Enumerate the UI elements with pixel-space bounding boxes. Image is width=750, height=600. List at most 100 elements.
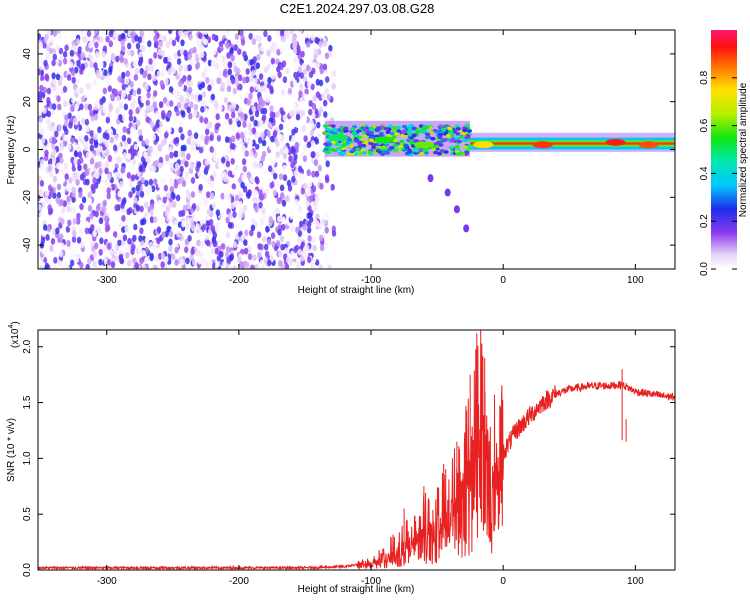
colorbar-ticks: 0.0 0.2 0.4 0.6 0.8 bbox=[699, 70, 737, 276]
heatmap-speckle bbox=[116, 233, 122, 241]
heatmap-band-blob bbox=[447, 126, 453, 131]
heatmap-speckle bbox=[63, 134, 68, 142]
heatmap-speckle bbox=[46, 87, 52, 95]
heatmap-speckle bbox=[289, 110, 294, 117]
heatmap-speckle bbox=[124, 78, 130, 85]
heatmap-speckle bbox=[276, 65, 281, 73]
heatmap-speckle bbox=[96, 72, 101, 80]
heatmap-band-blob bbox=[366, 130, 372, 135]
heatmap-speckle bbox=[85, 263, 90, 269]
heatmap-speckle bbox=[248, 32, 253, 40]
heatmap-speckle bbox=[273, 172, 278, 180]
heatmap-speckle bbox=[106, 243, 112, 250]
heatmap-band-blob bbox=[425, 132, 431, 137]
heatmap-speckle bbox=[205, 100, 210, 107]
heatmap-speckle bbox=[98, 103, 104, 111]
heatmap-speckle bbox=[226, 85, 232, 93]
heatmap-speckle bbox=[182, 204, 188, 212]
heatmap-speckle bbox=[71, 174, 77, 182]
heatmap-speckle bbox=[167, 55, 172, 63]
heatmap-speckle bbox=[242, 165, 247, 173]
heatmap-speckle bbox=[121, 90, 127, 98]
heatmap-band-blob bbox=[413, 139, 419, 143]
heatmap-speckle bbox=[266, 130, 271, 137]
heatmap-speckle bbox=[227, 212, 233, 220]
heatmap-speckle bbox=[231, 168, 237, 176]
heatmap-speckle bbox=[204, 135, 209, 143]
heatmap-speckle bbox=[318, 264, 324, 269]
heatmap-speckle bbox=[171, 253, 176, 261]
heatmap-speckle bbox=[276, 197, 281, 205]
heatmap-speckle bbox=[258, 96, 263, 103]
heatmap-speckle bbox=[103, 244, 108, 252]
heatmap-speckle bbox=[194, 53, 200, 60]
heatmap-speckle bbox=[233, 200, 238, 208]
heatmap-speckle bbox=[111, 236, 116, 243]
heatmap-speckle bbox=[226, 199, 232, 207]
heatmap-speckle bbox=[222, 61, 228, 68]
heatmap-speckle bbox=[153, 35, 158, 43]
heatmap-speckle bbox=[292, 103, 298, 111]
heatmap-speckle bbox=[237, 74, 243, 82]
heatmap-speckle bbox=[296, 48, 302, 56]
heatmap-speckle bbox=[258, 162, 263, 170]
heatmap-speckle bbox=[284, 247, 289, 255]
y-tick-label: 0.5 bbox=[22, 507, 33, 521]
heatmap-speckle bbox=[269, 105, 274, 113]
heatmap-speckle bbox=[44, 149, 49, 157]
heatmap-speckle bbox=[192, 110, 198, 117]
heatmap-speckle bbox=[234, 194, 240, 202]
heatmap-band-blob bbox=[340, 144, 346, 148]
heatmap-speckle bbox=[239, 30, 244, 37]
heatmap-speckle bbox=[212, 171, 217, 178]
heatmap-band-blob bbox=[399, 139, 405, 144]
heatmap-speckle bbox=[160, 252, 166, 260]
heatmap-speckle bbox=[65, 225, 71, 233]
heatmap-band-blob bbox=[331, 127, 337, 132]
heatmap-speckle bbox=[70, 104, 75, 112]
heatmap-speckle bbox=[60, 168, 66, 176]
heatmap-speckle bbox=[68, 121, 73, 129]
heatmap-speckle bbox=[191, 144, 196, 151]
heatmap-speckle bbox=[167, 202, 173, 209]
heatmap-speckle bbox=[136, 88, 142, 95]
heatmap-speckle bbox=[242, 204, 248, 212]
heatmap-speckle bbox=[89, 157, 95, 165]
heatmap-speckle bbox=[230, 54, 235, 62]
heatmap-band-blob bbox=[356, 135, 362, 139]
heatmap-speckle bbox=[76, 59, 81, 67]
heatmap-speckle bbox=[306, 169, 311, 177]
heatmap-speckle bbox=[251, 69, 256, 77]
heatmap-speckle bbox=[160, 49, 166, 57]
heatmap-speckle bbox=[242, 76, 247, 84]
heatmap-speckle bbox=[137, 151, 143, 159]
heatmap-speckle bbox=[99, 60, 104, 68]
heatmap-speckle bbox=[56, 183, 62, 191]
heatmap-speckle bbox=[240, 181, 245, 189]
colorbar-gradient bbox=[711, 30, 737, 269]
heatmap-speckle bbox=[260, 264, 265, 269]
heatmap-speckle bbox=[249, 86, 254, 93]
heatmap-speckle bbox=[221, 226, 227, 234]
heatmap-speckle bbox=[262, 85, 267, 92]
heatmap-speckle bbox=[172, 201, 177, 208]
heatmap-speckle bbox=[227, 68, 232, 76]
heatmap-band-blob bbox=[368, 135, 374, 140]
heatmap-speckle bbox=[66, 205, 71, 213]
heatmap-band-blob bbox=[385, 130, 391, 134]
heatmap-speckle bbox=[249, 59, 254, 66]
heatmap-speckle bbox=[210, 247, 215, 255]
heatmap-speckle bbox=[64, 44, 69, 52]
heatmap-speckle bbox=[268, 68, 273, 75]
heatmap-speckle bbox=[38, 188, 43, 196]
heatmap-speckle bbox=[124, 30, 129, 34]
y-tick-label: 0.0 bbox=[22, 563, 33, 577]
heatmap-speckle bbox=[135, 107, 140, 115]
heatmap-speckle bbox=[93, 133, 99, 141]
heatmap-speckle bbox=[214, 123, 219, 130]
heatmap-speckle bbox=[220, 192, 225, 200]
heatmap-speckle bbox=[44, 33, 49, 41]
heatmap-speckle bbox=[51, 136, 57, 144]
heatmap-band-blob bbox=[455, 132, 461, 136]
heatmap-speckle bbox=[281, 223, 286, 231]
